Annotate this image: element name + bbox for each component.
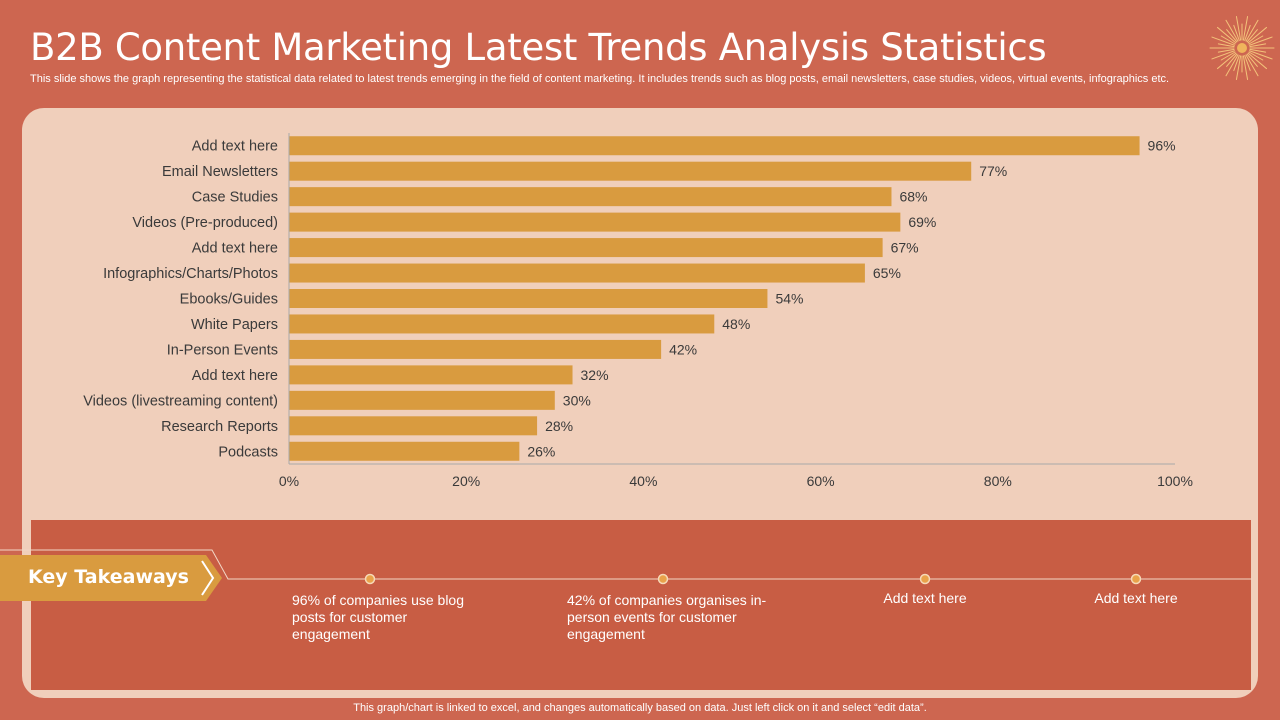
footer-note: This graph/chart is linked to excel, and… (353, 702, 927, 714)
timeline-dot (657, 573, 669, 585)
timeline-dot (919, 573, 931, 585)
timeline-dot (1130, 573, 1142, 585)
category-label: Add text here (192, 241, 278, 257)
category-label: Podcasts (218, 444, 278, 460)
category-label: White Papers (191, 317, 278, 333)
bar[interactable] (289, 339, 662, 359)
category-label: Ebooks/Guides (180, 292, 278, 308)
bar[interactable] (289, 212, 901, 232)
value-label: 48% (722, 316, 750, 332)
category-label: Research Reports (161, 419, 278, 435)
value-label: 96% (1148, 138, 1176, 154)
value-label: 65% (873, 265, 901, 281)
timeline-dot (364, 573, 376, 585)
x-tick-label: 80% (984, 473, 1012, 489)
takeaway-text-1: 96% of companies use blog posts for cust… (292, 592, 464, 642)
category-label: In-Person Events (167, 342, 278, 358)
value-label: 77% (979, 163, 1007, 179)
value-label: 67% (891, 240, 919, 256)
bar-chart[interactable]: Add text here Email Newsletters Case Studi… (0, 0, 1280, 500)
takeaway-text-4: Add text here (1094, 590, 1178, 606)
category-label: Infographics/Charts/Photos (103, 266, 278, 282)
bar[interactable] (289, 263, 865, 283)
value-label: 42% (669, 341, 697, 357)
x-tick-label: 100% (1157, 473, 1193, 489)
takeaways-panel (31, 520, 1251, 690)
key-takeaways-label: Key Takeaways (28, 566, 189, 588)
value-label: 28% (545, 418, 573, 434)
takeaway-timeline (0, 549, 1252, 585)
slide-subtitle: This slide shows the graph representing … (30, 73, 1170, 85)
category-label: Videos (Pre-produced) (132, 215, 278, 231)
key-takeaways-banner (0, 555, 222, 601)
value-label: 54% (775, 291, 803, 307)
takeaway-text-2: 42% of companies organises in-person eve… (567, 592, 767, 642)
sun-burst-icon (1209, 15, 1275, 81)
category-label: Add text here (192, 139, 278, 155)
category-label: Videos (livestreaming content) (83, 393, 278, 409)
bar[interactable] (289, 238, 883, 258)
bar[interactable] (289, 441, 520, 461)
category-label: Case Studies (192, 190, 278, 206)
value-label: 30% (563, 392, 591, 408)
value-label: 68% (899, 189, 927, 205)
x-tick-label: 60% (807, 473, 835, 489)
chevron-right-icon (201, 560, 215, 596)
value-label: 69% (908, 214, 936, 230)
bar[interactable] (289, 416, 538, 436)
x-tick-label: 40% (629, 473, 657, 489)
x-tick-label: 0% (279, 473, 299, 489)
category-label: Email Newsletters (162, 164, 278, 180)
slide-title: B2B Content Marketing Latest Trends Anal… (30, 26, 1047, 69)
value-label: 26% (527, 443, 555, 459)
bar[interactable] (289, 136, 1140, 156)
bar[interactable] (289, 365, 573, 385)
bar[interactable] (289, 314, 715, 334)
bar[interactable] (289, 187, 892, 207)
takeaway-text-3: Add text here (883, 590, 967, 606)
value-label: 32% (581, 367, 609, 383)
bar[interactable] (289, 161, 972, 181)
bar[interactable] (289, 390, 555, 410)
category-label: Add text here (192, 368, 278, 384)
bar[interactable] (289, 289, 768, 308)
x-tick-label: 20% (452, 473, 480, 489)
